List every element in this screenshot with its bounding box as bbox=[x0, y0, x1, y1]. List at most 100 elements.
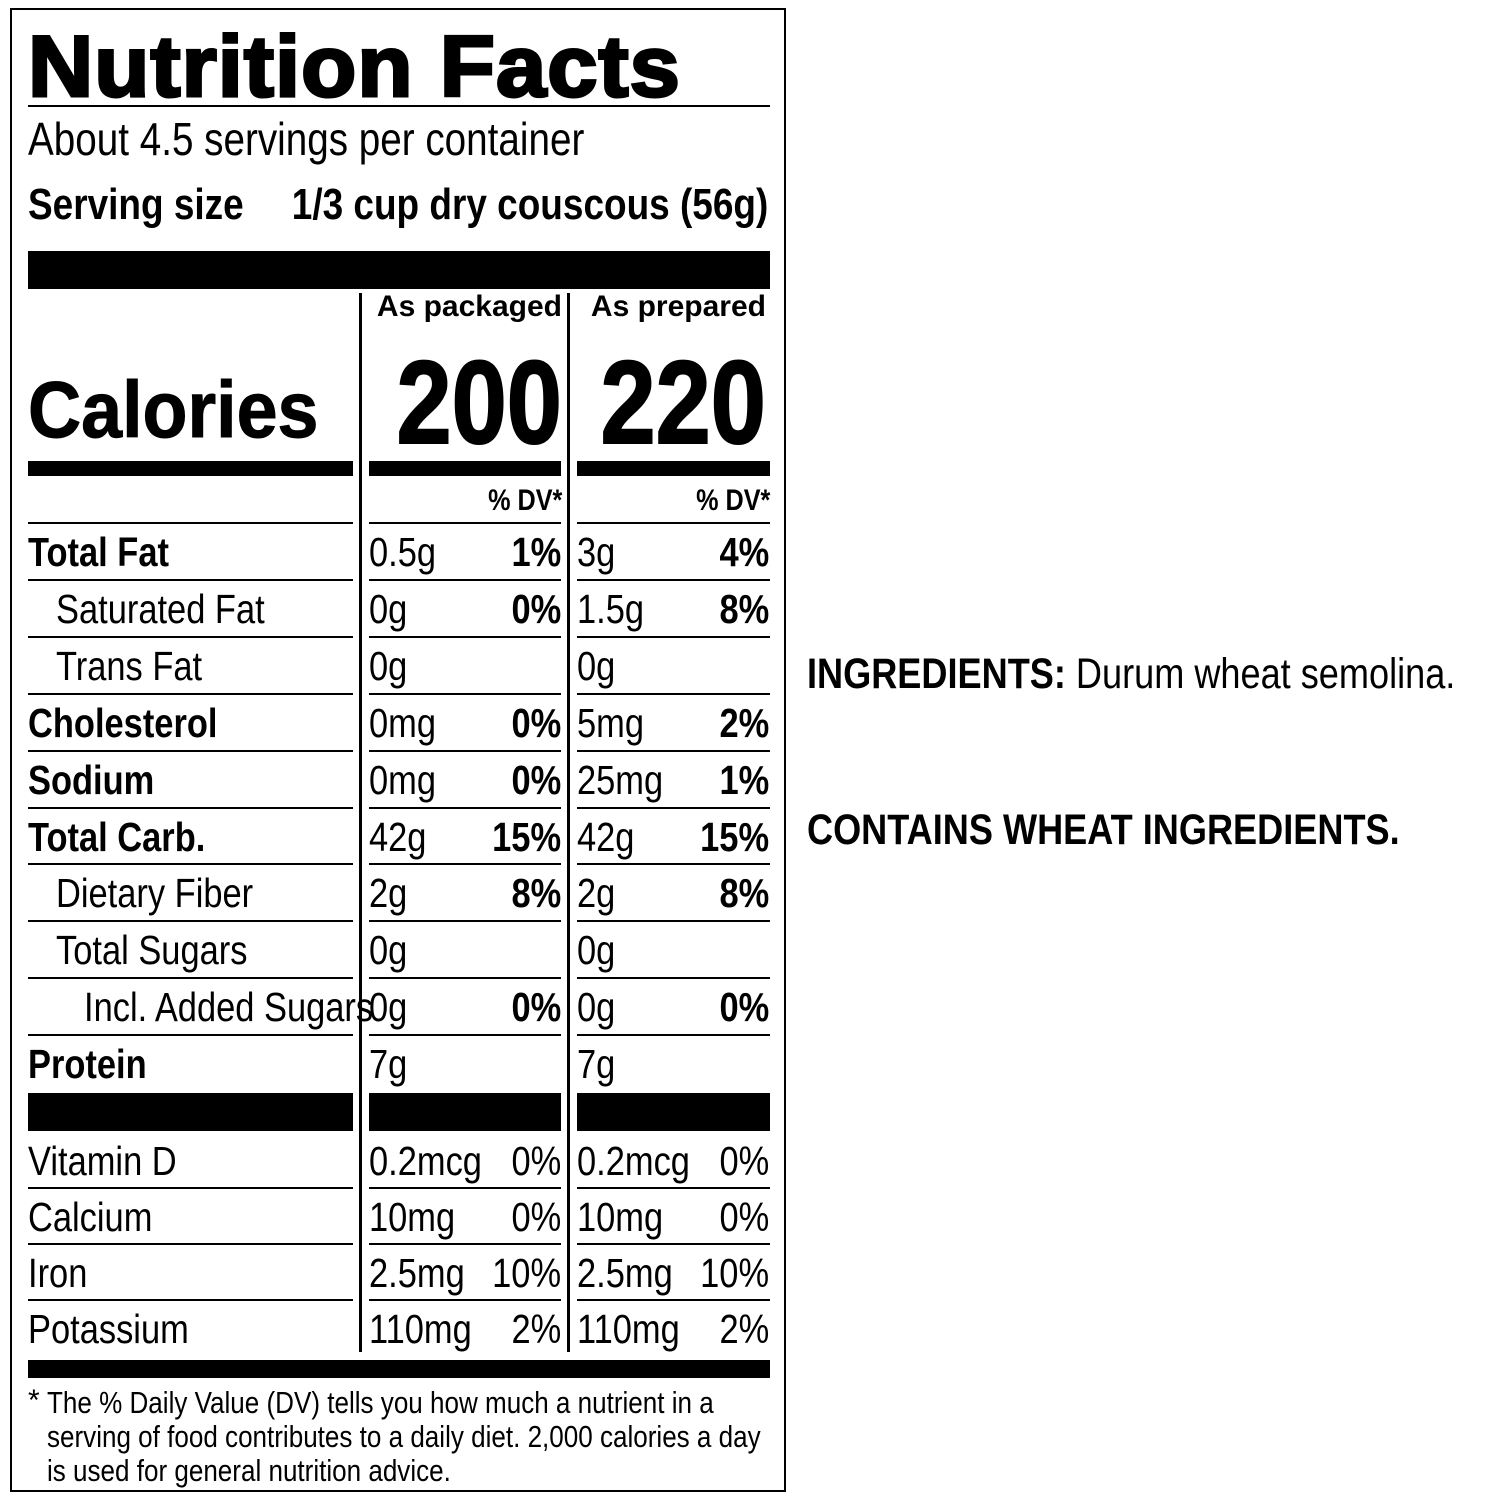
daily-value: 2% bbox=[710, 1301, 769, 1357]
amount-text: 0mg bbox=[369, 699, 437, 746]
amount-text: 2.5mg bbox=[577, 1250, 673, 1296]
amount-text: 0g bbox=[577, 927, 616, 974]
amount-text: 7g bbox=[369, 1041, 408, 1088]
rule bbox=[28, 920, 353, 923]
nutrient-name: Calcium bbox=[28, 1189, 176, 1245]
nutrient-name-text: Incl. Added Sugars bbox=[84, 984, 374, 1031]
amount-text: 0g bbox=[369, 927, 408, 974]
daily-value: 0% bbox=[502, 695, 561, 752]
rule bbox=[577, 1299, 770, 1301]
daily-value-text: 15% bbox=[700, 813, 769, 860]
daily-value: 8% bbox=[502, 865, 561, 922]
column-divider bbox=[359, 293, 362, 1352]
rule bbox=[369, 1187, 561, 1189]
title-text: Nutrition Facts bbox=[26, 18, 681, 117]
rule bbox=[369, 749, 561, 752]
amount-text: 2g bbox=[577, 870, 616, 917]
rule bbox=[28, 863, 353, 866]
rule bbox=[369, 692, 561, 695]
ingredients-line: INGREDIENTS: Durum wheat semolina. bbox=[807, 650, 1455, 699]
daily-value: 0% bbox=[710, 979, 769, 1036]
thick-bar bbox=[577, 1093, 770, 1131]
thick-bar bbox=[28, 1360, 770, 1378]
amount: 0g bbox=[369, 581, 415, 638]
rule bbox=[369, 635, 561, 638]
calories-value: 200 bbox=[365, 335, 563, 471]
nutrient-name: Trans Fat bbox=[56, 638, 230, 695]
serving-size-label-text: Serving size bbox=[28, 180, 244, 229]
daily-value: 0% bbox=[710, 1189, 769, 1245]
allergen-text: CONTAINS WHEAT INGREDIENTS. bbox=[807, 806, 1400, 854]
rule bbox=[28, 635, 353, 638]
amount-text: 7g bbox=[577, 1041, 616, 1088]
amount-text: 0g bbox=[577, 642, 616, 689]
title: Nutrition Facts bbox=[26, 18, 681, 117]
amount: 7g bbox=[369, 1036, 415, 1093]
rule bbox=[28, 578, 353, 581]
daily-value: 1% bbox=[710, 752, 769, 809]
servings-text: About 4.5 servings per container bbox=[28, 113, 585, 165]
nutrient-name: Vitamin D bbox=[28, 1133, 205, 1189]
amount-text: 2g bbox=[369, 870, 408, 917]
rule bbox=[28, 105, 770, 107]
calories-value-text: 200 bbox=[396, 336, 563, 470]
rule bbox=[577, 522, 770, 524]
daily-value-text: 4% bbox=[719, 529, 769, 575]
ingredients: INGREDIENTS: Durum wheat semolina. bbox=[807, 650, 1500, 699]
amount: 1.5g bbox=[577, 581, 657, 638]
daily-value-text: 2% bbox=[511, 1306, 561, 1352]
amount: 10mg bbox=[577, 1189, 680, 1245]
amount: 0.5g bbox=[369, 524, 449, 581]
rule bbox=[577, 749, 770, 752]
amount: 0g bbox=[577, 638, 623, 695]
amount: 110mg bbox=[369, 1301, 491, 1357]
medium-bar bbox=[369, 461, 561, 476]
daily-value-text: 0% bbox=[511, 585, 561, 632]
amount: 10mg bbox=[369, 1189, 472, 1245]
nutrient-name: Saturated Fat bbox=[56, 581, 304, 638]
nutrient-name-text: Potassium bbox=[28, 1306, 189, 1352]
amount: 2.5mg bbox=[369, 1245, 483, 1301]
daily-value-text: 8% bbox=[719, 870, 769, 917]
servings: About 4.5 servings per container bbox=[28, 112, 690, 166]
daily-value: 10% bbox=[479, 1245, 561, 1301]
daily-value: 0% bbox=[502, 581, 561, 638]
daily-value-text: 2% bbox=[719, 699, 769, 746]
amount-text: 0g bbox=[369, 585, 408, 632]
daily-value-text: 1% bbox=[719, 756, 769, 803]
amount: 42g bbox=[369, 809, 437, 866]
daily-value-text: 0% bbox=[719, 1194, 769, 1240]
daily-value-text: 0% bbox=[511, 1138, 561, 1184]
daily-value: 0% bbox=[502, 1133, 561, 1189]
rule bbox=[369, 1299, 561, 1301]
daily-value: 8% bbox=[710, 865, 769, 922]
calories-value-text: 220 bbox=[600, 336, 767, 470]
rule bbox=[28, 749, 353, 752]
amount-text: 0g bbox=[369, 642, 408, 689]
amount-text: 110mg bbox=[369, 1306, 472, 1352]
nutrient-name: Protein bbox=[28, 1036, 169, 1093]
amount: 3g bbox=[577, 524, 623, 581]
daily-value-text: 0% bbox=[719, 1138, 769, 1184]
ingredients-label: INGREDIENTS: bbox=[807, 650, 1066, 698]
calories-value: 220 bbox=[569, 335, 767, 471]
amount-text: 25mg bbox=[577, 756, 664, 803]
amount-text: 42g bbox=[369, 813, 427, 860]
daily-value-text: 15% bbox=[492, 813, 561, 860]
daily-value-text: 10% bbox=[492, 1250, 561, 1296]
daily-value-text: 0% bbox=[511, 984, 561, 1031]
amount-text: 110mg bbox=[577, 1306, 680, 1352]
thick-bar bbox=[28, 251, 770, 289]
column-header: As prepared bbox=[591, 290, 766, 324]
amount: 0.2mcg bbox=[369, 1133, 503, 1189]
amount: 2.5mg bbox=[577, 1245, 691, 1301]
column-header: As packaged bbox=[377, 290, 562, 324]
amount-text: 3g bbox=[577, 529, 616, 575]
daily-value-text: 1% bbox=[511, 529, 561, 575]
daily-value: 4% bbox=[710, 524, 769, 581]
dv-header-text: % DV* bbox=[487, 484, 562, 517]
amount-text: 42g bbox=[577, 813, 635, 860]
rule bbox=[369, 920, 561, 923]
amount-text: 10mg bbox=[577, 1194, 664, 1240]
